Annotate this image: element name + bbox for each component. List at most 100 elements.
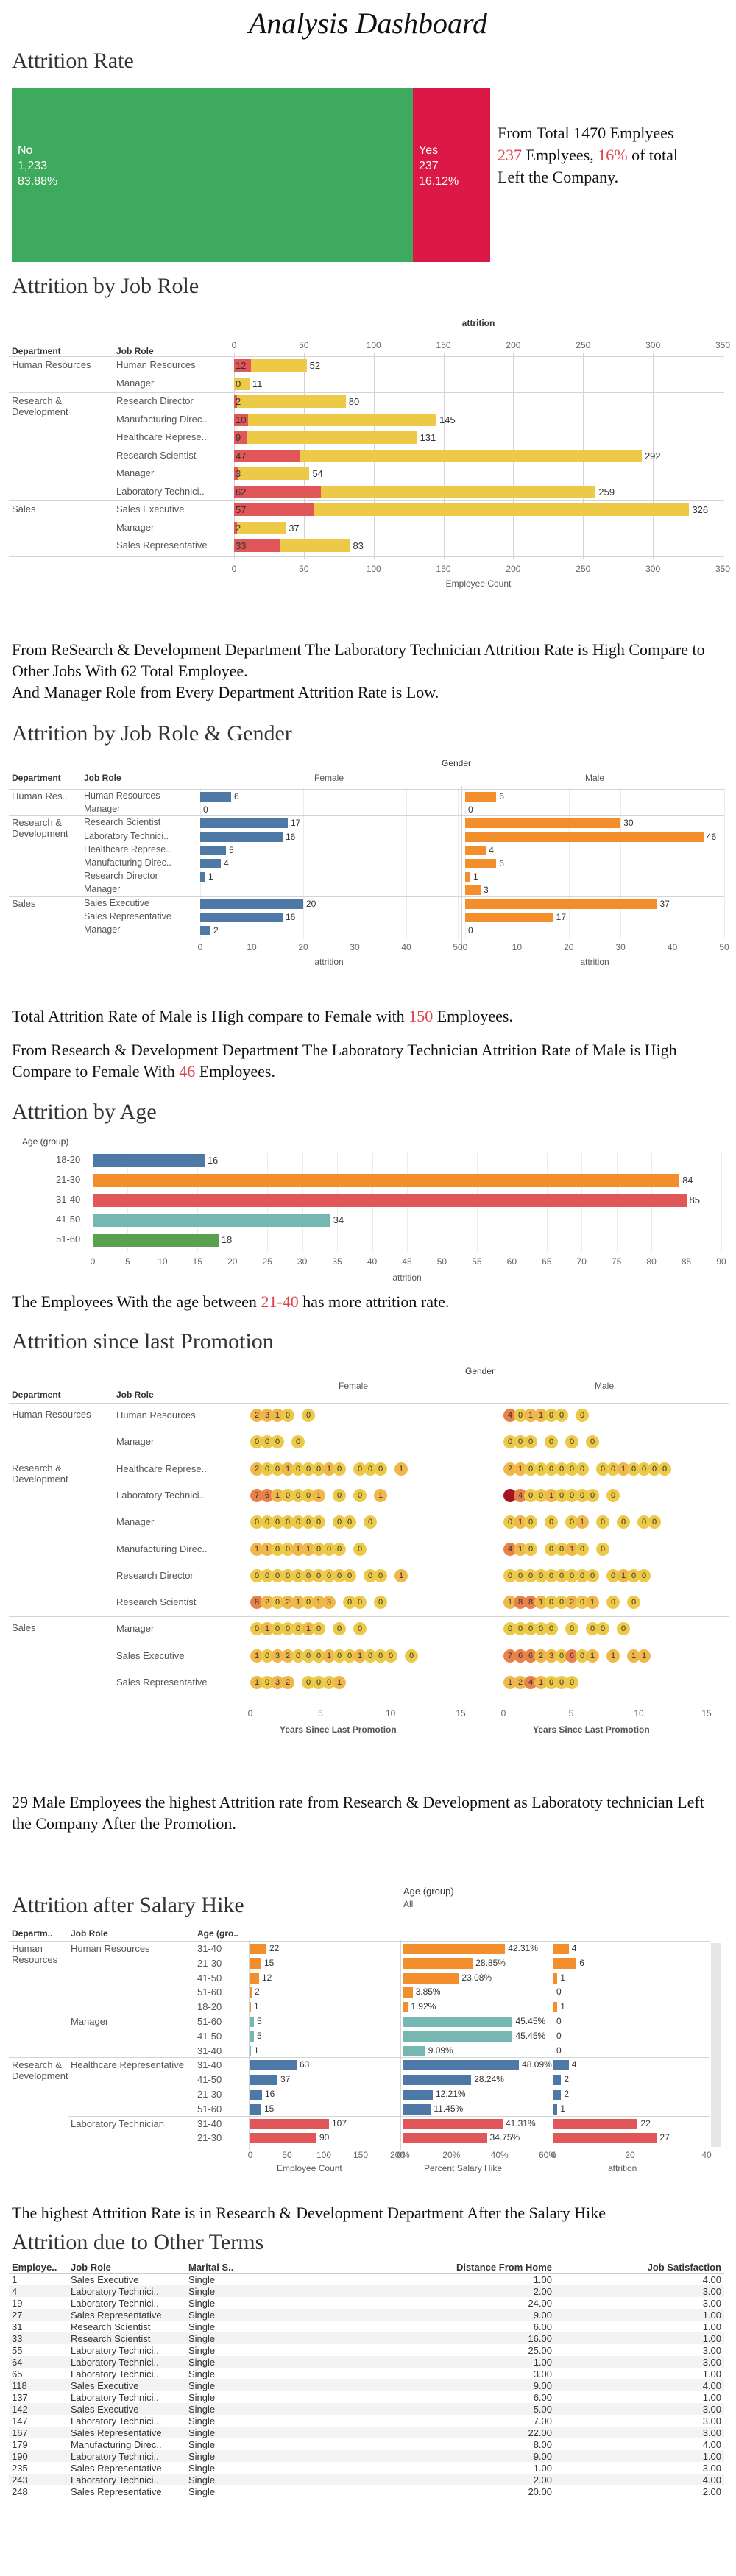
- sh-attr-bar[interactable]: [553, 2103, 558, 2115]
- pr-male-circle[interactable]: 0: [555, 1568, 568, 1582]
- pr-female-circle[interactable]: 2: [281, 1676, 294, 1689]
- pr-male-circle[interactable]: 1: [524, 1409, 537, 1422]
- gd-male-bar[interactable]: [465, 859, 497, 868]
- sh-pct-bar[interactable]: [403, 1944, 506, 1954]
- pr-male-circle[interactable]: 0: [606, 1488, 620, 1502]
- pr-male-circle[interactable]: 0: [524, 1435, 537, 1449]
- pr-female-circle[interactable]: 0: [261, 1649, 274, 1663]
- ot-header-cell[interactable]: Employe..: [9, 2261, 68, 2274]
- pr-female-circle[interactable]: 2: [281, 1596, 294, 1610]
- pr-male-circle[interactable]: 0: [596, 1515, 609, 1529]
- treemap-no[interactable]: No 1,233 83.88%: [12, 88, 413, 262]
- pr-male-circle[interactable]: 0: [514, 1409, 527, 1422]
- sh-pct-bar[interactable]: [403, 2031, 513, 2042]
- gd-female-bar[interactable]: [200, 818, 288, 829]
- pr-male-circle[interactable]: 6: [524, 1649, 537, 1663]
- pr-male-circle[interactable]: 0: [514, 1568, 527, 1582]
- pr-female-circle[interactable]: 1: [353, 1649, 367, 1663]
- gd-male-bar[interactable]: [465, 792, 497, 802]
- pr-female-circle[interactable]: 0: [333, 1649, 346, 1663]
- sh-attr-bar[interactable]: [553, 1958, 577, 1969]
- pr-male-circle[interactable]: 1: [586, 1596, 599, 1610]
- pr-male-circle[interactable]: 2: [534, 1649, 548, 1663]
- pr-male-circle[interactable]: 0: [524, 1515, 537, 1529]
- pr-female-circle[interactable]: 0: [250, 1568, 263, 1582]
- pr-female-circle[interactable]: 0: [364, 1515, 377, 1529]
- pr-female-circle[interactable]: 0: [312, 1542, 325, 1556]
- pr-male-circle[interactable]: 0: [545, 1409, 558, 1422]
- ot-header-cell[interactable]: Job Role: [68, 2261, 185, 2274]
- sh-pct-bar[interactable]: [403, 2060, 520, 2071]
- pr-female-circle[interactable]: 0: [281, 1542, 294, 1556]
- pr-male-circle[interactable]: 0: [524, 1568, 537, 1582]
- pr-male-circle[interactable]: 0: [555, 1542, 568, 1556]
- pr-female-circle[interactable]: 0: [271, 1596, 284, 1610]
- pr-male-circle[interactable]: 0: [524, 1488, 537, 1502]
- sh-pct-bar[interactable]: [403, 1958, 473, 1969]
- pr-female-circle[interactable]: 0: [322, 1542, 336, 1556]
- jr-total-bar[interactable]: [234, 521, 286, 534]
- pr-male-circle[interactable]: 0: [524, 1542, 537, 1556]
- pr-male-circle[interactable]: 0: [596, 1462, 609, 1476]
- pr-male-circle[interactable]: 4: [503, 1542, 517, 1556]
- pr-male-circle[interactable]: 0: [637, 1462, 651, 1476]
- jr-attrition-bar[interactable]: [234, 503, 314, 516]
- pr-female-circle[interactable]: 0: [333, 1515, 346, 1529]
- pr-male-circle[interactable]: 0: [627, 1596, 640, 1610]
- gd-male-bar[interactable]: [465, 899, 657, 909]
- pr-female-circle[interactable]: 0: [281, 1515, 294, 1529]
- pr-female-circle[interactable]: 1: [312, 1488, 325, 1502]
- sh-pct-bar[interactable]: [403, 2075, 472, 2086]
- pr-female-circle[interactable]: 8: [250, 1596, 263, 1610]
- pr-male-circle[interactable]: 1: [606, 1649, 620, 1663]
- sh-pct-bar[interactable]: [403, 1972, 459, 1984]
- pr-male-circle[interactable]: 0: [606, 1462, 620, 1476]
- pr-female-circle[interactable]: 0: [281, 1622, 294, 1636]
- pr-male-circle[interactable]: [503, 1488, 517, 1502]
- sh-count-bar[interactable]: [250, 2118, 329, 2129]
- pr-female-circle[interactable]: 0: [364, 1649, 377, 1663]
- pr-male-circle[interactable]: 2: [503, 1462, 517, 1476]
- pr-female-circle[interactable]: 0: [271, 1435, 284, 1449]
- pr-male-circle[interactable]: 0: [545, 1622, 558, 1636]
- age-bar[interactable]: [93, 1154, 205, 1167]
- ot-header-cell[interactable]: Job Satisfaction: [555, 2261, 724, 2274]
- pr-female-circle[interactable]: 0: [312, 1515, 325, 1529]
- pr-female-circle[interactable]: 0: [291, 1462, 305, 1476]
- pr-female-circle[interactable]: 0: [353, 1542, 367, 1556]
- ot-header-cell[interactable]: Marital S..: [185, 2261, 244, 2274]
- pr-female-circle[interactable]: 1: [281, 1462, 294, 1476]
- pr-male-circle[interactable]: 1: [534, 1676, 548, 1689]
- pr-male-circle[interactable]: 0: [627, 1568, 640, 1582]
- pr-female-circle[interactable]: 0: [271, 1568, 284, 1582]
- pr-male-circle[interactable]: 2: [514, 1676, 527, 1689]
- pr-male-circle[interactable]: 0: [503, 1568, 517, 1582]
- sh-count-bar[interactable]: [250, 2017, 254, 2027]
- pr-female-circle[interactable]: 0: [343, 1568, 356, 1582]
- pr-female-circle[interactable]: 0: [333, 1488, 346, 1502]
- pr-male-circle[interactable]: 0: [637, 1568, 651, 1582]
- pr-male-circle[interactable]: 0: [648, 1515, 661, 1529]
- gd-male-bar[interactable]: [465, 912, 553, 922]
- pr-female-circle[interactable]: 0: [261, 1462, 274, 1476]
- pr-female-circle[interactable]: 1: [333, 1676, 346, 1689]
- sh-attr-bar[interactable]: [553, 2002, 558, 2013]
- pr-male-circle[interactable]: 6: [565, 1649, 578, 1663]
- sh-count-bar[interactable]: [250, 2045, 251, 2056]
- pr-female-circle[interactable]: 1: [322, 1649, 336, 1663]
- pr-female-circle[interactable]: 0: [302, 1676, 315, 1689]
- pr-female-circle[interactable]: 0: [374, 1462, 387, 1476]
- pr-male-circle[interactable]: 1: [514, 1515, 527, 1529]
- pr-female-circle[interactable]: 0: [364, 1462, 377, 1476]
- pr-female-circle[interactable]: 1: [261, 1542, 274, 1556]
- pr-female-circle[interactable]: 0: [302, 1462, 315, 1476]
- pr-female-circle[interactable]: 2: [281, 1649, 294, 1663]
- pr-male-circle[interactable]: 1: [637, 1649, 651, 1663]
- pr-male-circle[interactable]: 1: [514, 1542, 527, 1556]
- pr-female-circle[interactable]: 0: [343, 1515, 356, 1529]
- pr-female-circle[interactable]: 1: [250, 1649, 263, 1663]
- sh-count-bar[interactable]: [250, 2103, 261, 2115]
- pr-female-circle[interactable]: 1: [394, 1462, 408, 1476]
- pr-female-circle[interactable]: 0: [353, 1596, 367, 1610]
- pr-female-circle[interactable]: 0: [353, 1488, 367, 1502]
